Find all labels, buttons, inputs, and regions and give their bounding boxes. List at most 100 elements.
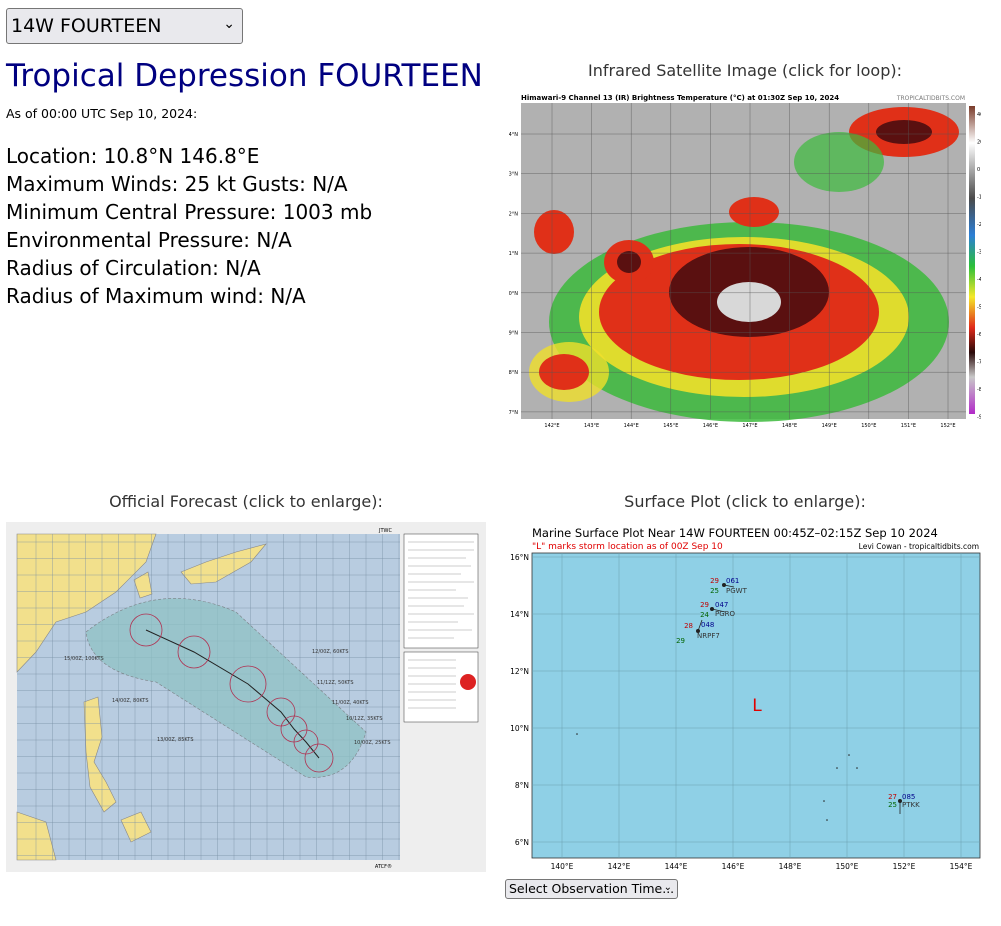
svg-text:PTKK: PTKK bbox=[902, 801, 920, 809]
colorbar-label: -30 bbox=[977, 250, 981, 256]
surface-ocean bbox=[531, 552, 981, 859]
forecast-point-label: 11/12Z, 50KTS bbox=[317, 680, 354, 686]
colorbar-label: -90 bbox=[977, 415, 981, 421]
satellite-lon-label: 152°E bbox=[940, 423, 955, 428]
forecast-point-label: 15/00Z, 100KTS bbox=[64, 656, 104, 662]
satellite-lon-label: 151°E bbox=[901, 423, 916, 428]
storm-stats: Location: 10.8°N 146.8°E Maximum Winds: … bbox=[6, 142, 372, 310]
satellite-lat-label: 12°N bbox=[509, 211, 518, 217]
forecast-header: JTWC bbox=[378, 528, 392, 534]
colorbar-label: 40 bbox=[977, 112, 981, 118]
forecast-point-label: 10/12Z, 35KTS bbox=[346, 716, 383, 722]
satellite-lat-label: 14°N bbox=[509, 132, 518, 138]
svg-text:27: 27 bbox=[888, 793, 897, 801]
storm-select[interactable]: 14W FOURTEEN ⌄ bbox=[6, 8, 243, 44]
surface-lon-label: 152°E bbox=[893, 862, 916, 871]
satellite-lon-label: 147°E bbox=[742, 423, 757, 428]
storm-pressure: Minimum Central Pressure: 1003 mb bbox=[6, 200, 373, 224]
surface-title: Marine Surface Plot Near 14W FOURTEEN 00… bbox=[532, 526, 938, 540]
philippines bbox=[83, 696, 117, 813]
satellite-lat-label: 7°N bbox=[509, 410, 518, 416]
surface-lat-label: 10°N bbox=[510, 724, 529, 733]
forecast-point-label: 12/00Z, 60KTS bbox=[312, 649, 349, 655]
satellite-caption: Infrared Satellite Image (click for loop… bbox=[588, 61, 902, 80]
colorbar-label: -40 bbox=[977, 277, 981, 283]
surface-lat-label: 6°N bbox=[515, 838, 529, 847]
svg-text:29: 29 bbox=[700, 601, 709, 609]
colorbar-label: -50 bbox=[977, 305, 981, 311]
chevron-down-icon: ⌄ bbox=[663, 882, 672, 893]
colorbar-label: -10 bbox=[977, 195, 981, 201]
asia-coast bbox=[16, 533, 157, 673]
surface-lon-label: 148°E bbox=[779, 862, 802, 871]
svg-text:28: 28 bbox=[684, 622, 693, 630]
surface-lon-label: 144°E bbox=[665, 862, 688, 871]
forecast-track bbox=[145, 629, 320, 759]
as-of-time: As of 00:00 UTC Sep 10, 2024: bbox=[6, 106, 198, 121]
satellite-lon-label: 144°E bbox=[624, 423, 639, 428]
forecast-point-label: 10/00Z, 25KTS bbox=[354, 740, 391, 746]
surface-plot: Marine Surface Plot Near 14W FOURTEEN 00… bbox=[510, 526, 981, 871]
forecast-footer: ATCF® bbox=[375, 863, 392, 870]
colorbar-label: 0 bbox=[977, 167, 980, 173]
svg-text:29: 29 bbox=[676, 637, 685, 645]
colorbar-label: -60 bbox=[977, 332, 981, 338]
satellite-header: Himawari-9 Channel 13 (IR) Brightness Te… bbox=[521, 94, 839, 102]
forecast-point-label: 14/00Z, 80KTS bbox=[112, 698, 149, 704]
chevron-down-icon: ⌄ bbox=[223, 16, 235, 32]
svg-text:24: 24 bbox=[700, 611, 709, 619]
forecast-caption: Official Forecast (click to enlarge): bbox=[109, 492, 383, 511]
observation-time-select[interactable]: Select Observation Time... ⌄ bbox=[505, 879, 678, 899]
satellite-lat-label: 9°N bbox=[509, 331, 518, 337]
storm-title: Tropical Depression FOURTEEN bbox=[6, 58, 483, 94]
svg-text:25: 25 bbox=[710, 587, 719, 595]
surface-lat-label: 14°N bbox=[510, 610, 529, 619]
svg-text:PGWT: PGWT bbox=[726, 587, 748, 595]
colorbar-label: -80 bbox=[977, 387, 981, 393]
svg-text:047: 047 bbox=[715, 601, 728, 609]
small-islands bbox=[576, 733, 858, 821]
surface-caption: Surface Plot (click to enlarge): bbox=[624, 492, 866, 511]
surface-lon-label: 146°E bbox=[722, 862, 745, 871]
surface-lat-label: 12°N bbox=[510, 667, 529, 676]
satellite-lon-label: 146°E bbox=[703, 423, 718, 428]
satellite-lat-label: 13°N bbox=[509, 172, 518, 178]
satellite-lon-label: 145°E bbox=[663, 423, 678, 428]
colorbar-label: 20 bbox=[977, 140, 981, 146]
satellite-credit: TROPICALTIDBITS.COM bbox=[896, 95, 965, 102]
forecast-warning-text bbox=[403, 533, 479, 649]
forecast-cone bbox=[85, 598, 367, 778]
surface-lon-label: 150°E bbox=[836, 862, 859, 871]
storm-location-marker: L bbox=[752, 696, 762, 716]
satellite-lon-label: 142°E bbox=[544, 423, 559, 428]
surface-lat-label: 16°N bbox=[510, 553, 529, 562]
storm-winds: Maximum Winds: 25 kt Gusts: N/A bbox=[6, 172, 348, 196]
satellite-lon-label: 143°E bbox=[584, 423, 599, 428]
storm-radius-max-wind: Radius of Maximum wind: N/A bbox=[6, 284, 306, 308]
satellite-lon-label: 149°E bbox=[822, 423, 837, 428]
satellite-lat-label: 10°N bbox=[509, 291, 518, 297]
station-pgro: 29 047 24 PGRO bbox=[700, 601, 735, 619]
storm-env-pressure: Environmental Pressure: N/A bbox=[6, 228, 292, 252]
svg-text:085: 085 bbox=[902, 793, 915, 801]
surface-plot-link[interactable]: Marine Surface Plot Near 14W FOURTEEN 00… bbox=[505, 522, 985, 877]
forecast-legend-storm-icon bbox=[460, 674, 476, 690]
satellite-lon-label: 150°E bbox=[861, 423, 876, 428]
svg-text:048: 048 bbox=[701, 621, 714, 629]
station-nrpf7: 28 048 29 NRPF7 bbox=[676, 619, 720, 645]
station-pgwt: 29 061 25 PGWT bbox=[710, 577, 747, 595]
forecast-map: 10/00Z, 25KTS 10/12Z, 35KTS 11/00Z, 40KTS 1… bbox=[16, 528, 479, 870]
surface-credit: Levi Cowan - tropicaltidbits.com bbox=[859, 542, 979, 551]
temperature-colorbar bbox=[969, 106, 975, 414]
satellite-lon-label: 148°E bbox=[782, 423, 797, 428]
forecast-image-link[interactable]: 10/00Z, 25KTS 10/12Z, 35KTS 11/00Z, 40KTS 1… bbox=[6, 522, 486, 872]
satellite-lat-label: 11°N bbox=[509, 251, 518, 257]
colorbar-label: -70 bbox=[977, 360, 981, 366]
surface-lon-label: 142°E bbox=[608, 862, 631, 871]
storm-select-value: 14W FOURTEEN bbox=[11, 15, 162, 37]
surface-lat-label: 8°N bbox=[515, 781, 529, 790]
forecast-point-label: 13/00Z, 85KTS bbox=[157, 737, 194, 743]
satellite-image-link[interactable]: Himawari-9 Channel 13 (IR) Brightness Te… bbox=[505, 92, 985, 429]
satellite-image: Himawari-9 Channel 13 (IR) Brightness Te… bbox=[505, 94, 985, 429]
storm-location: Location: 10.8°N 146.8°E bbox=[6, 144, 260, 168]
